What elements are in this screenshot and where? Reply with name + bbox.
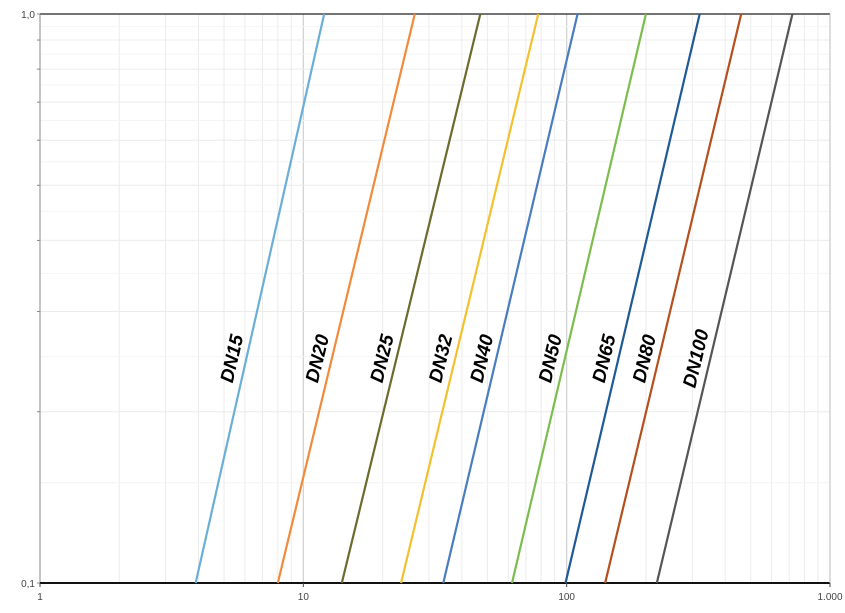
series-line-dn50 (510, 13, 648, 584)
series-line-dn15 (194, 13, 326, 584)
series-line-dn100 (655, 13, 794, 584)
x-tick-label: 1.000 (817, 592, 842, 603)
y-tick-label: 0,1 (21, 579, 35, 590)
series-line-dn40 (442, 13, 579, 584)
x-tick-label: 100 (558, 592, 575, 603)
x-tick-label: 1 (37, 592, 43, 603)
series-line-dn32 (399, 13, 540, 584)
x-tick-label: 10 (298, 592, 310, 603)
series-line-dn65 (564, 13, 701, 584)
series-line-dn20 (276, 13, 416, 584)
series-line-dn80 (604, 13, 743, 584)
series-line-dn25 (340, 13, 482, 584)
plot-area (40, 14, 830, 583)
y-tick-label: 1,0 (21, 10, 35, 21)
